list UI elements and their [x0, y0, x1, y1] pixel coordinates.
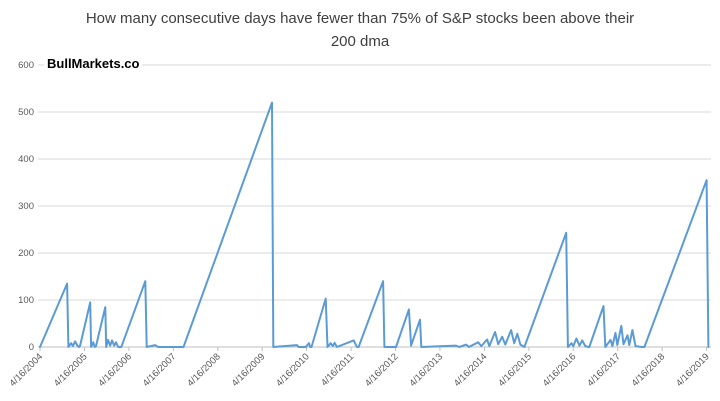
x-axis-tick-label: 4/16/2017 [585, 351, 623, 389]
x-axis-tick-label: 4/16/2005 [52, 351, 90, 389]
chart-title: How many consecutive days have fewer tha… [85, 10, 635, 50]
x-axis-tick-label: 4/16/2006 [96, 351, 134, 389]
x-axis-tick-label: 4/16/2008 [185, 351, 223, 389]
y-axis-tick-label: 600 [18, 60, 34, 71]
x-axis-tick-label: 4/16/2009 [230, 351, 268, 389]
consecutive-days-series [39, 101, 710, 348]
watermark-bullmarkets: BullMarkets.co [44, 56, 143, 71]
y-axis-tick-label: 300 [18, 201, 34, 212]
x-axis-tick-label: 4/16/2007 [141, 351, 179, 389]
x-axis-tick-label: 4/16/2019 [674, 351, 712, 389]
y-axis-tick-label: 500 [18, 107, 34, 118]
x-axis-tick-label: 4/16/2015 [496, 351, 534, 389]
x-axis-tick-label: 4/16/2013 [407, 351, 445, 389]
x-axis-tick-label: 4/16/2014 [452, 351, 490, 389]
x-axis-tick-label: 4/16/2004 [7, 351, 45, 389]
x-axis-tick-label: 4/16/2016 [541, 351, 579, 389]
y-axis-tick-label: 100 [18, 295, 34, 306]
x-axis-tick-label: 4/16/2010 [274, 351, 312, 389]
x-axis-tick-label: 4/16/2012 [363, 351, 401, 389]
x-axis-tick-label: 4/16/2018 [630, 351, 668, 389]
y-axis-tick-label: 400 [18, 154, 34, 165]
y-axis-tick-label: 0 [29, 342, 34, 353]
x-axis-tick-label: 4/16/2011 [319, 351, 356, 388]
y-axis-tick-label: 200 [18, 248, 34, 259]
